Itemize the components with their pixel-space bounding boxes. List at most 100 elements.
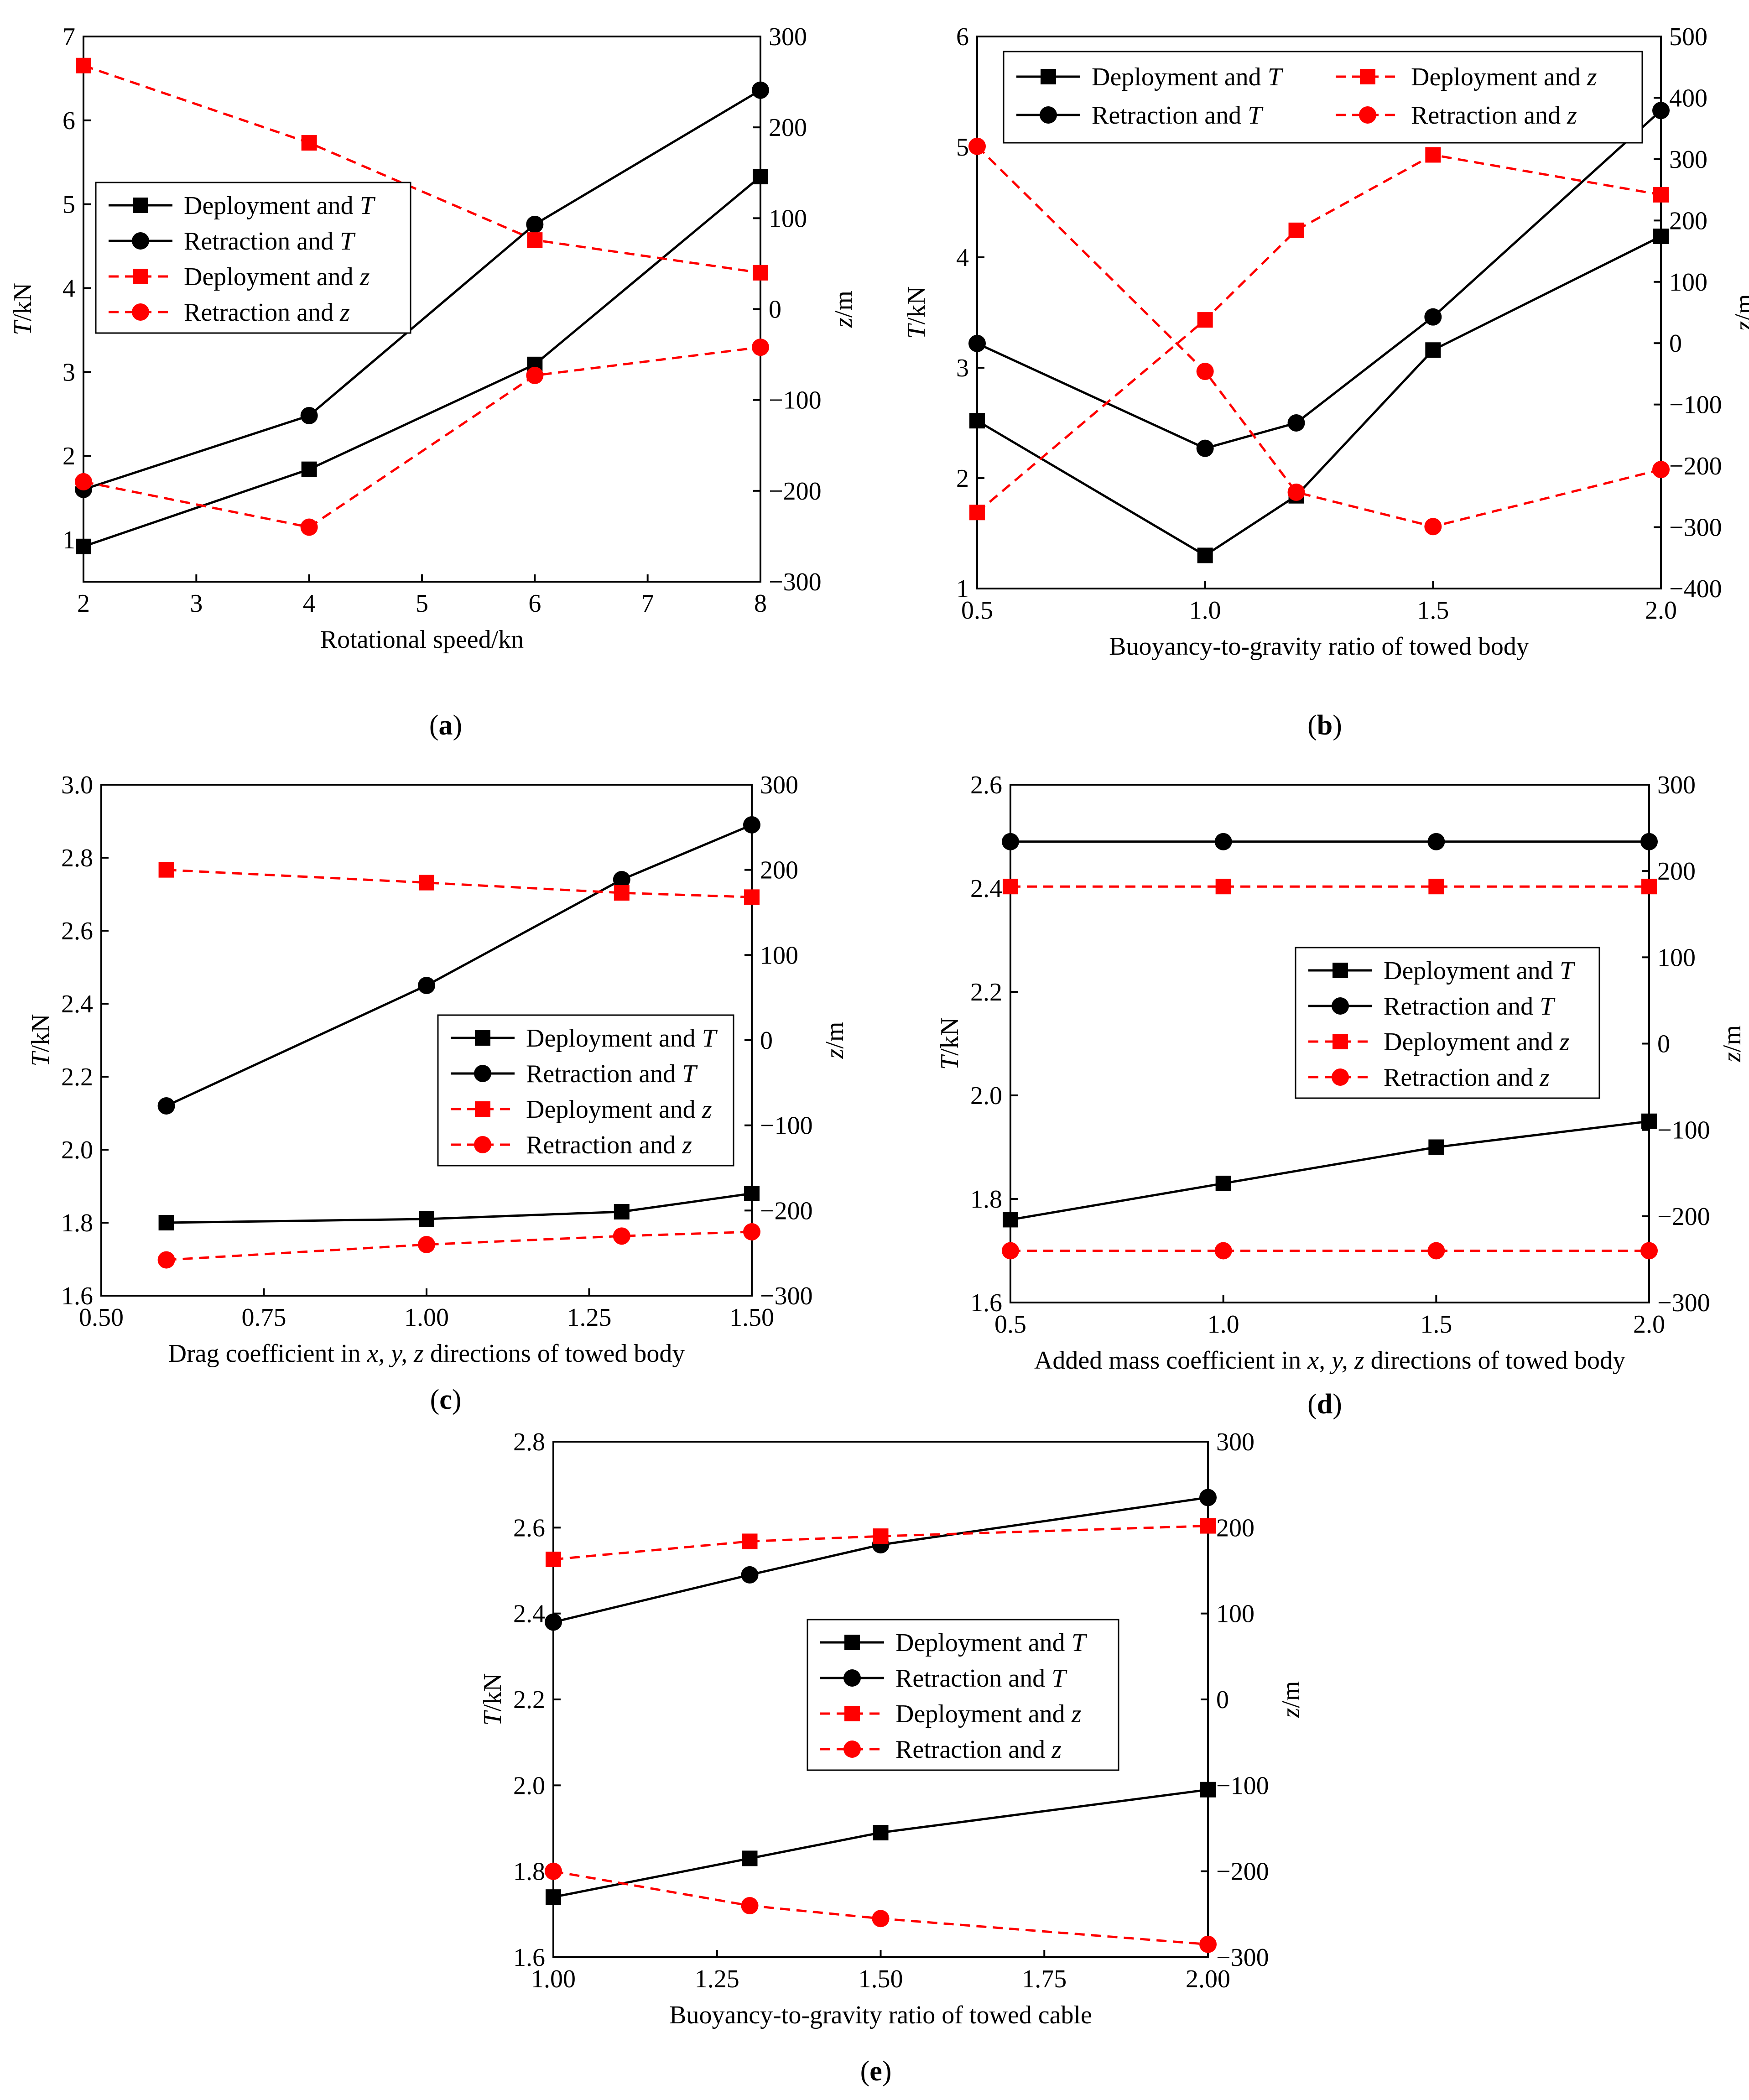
x-axis-label: Rotational speed/kn: [320, 625, 524, 654]
y-left-label-rest: /kN: [479, 1673, 507, 1711]
legend-label: Deployment and T: [895, 1629, 1088, 1657]
x-tick-label: 1.0: [1189, 596, 1221, 625]
y-right-tick-label: 0: [1216, 1686, 1229, 1714]
caption-close: ): [453, 710, 463, 741]
legend-marker-circle: [132, 232, 149, 250]
data-point-square: [158, 862, 174, 878]
legend-marker-square: [133, 269, 148, 284]
legend-label-var: T: [1268, 63, 1284, 91]
legend-marker-circle: [1359, 106, 1376, 124]
x-tick-label: 8: [754, 589, 767, 618]
panel-caption: (b): [1307, 710, 1342, 741]
data-point-circle: [1427, 833, 1445, 850]
data-point-square: [76, 538, 91, 554]
panel-caption: (c): [430, 1384, 462, 1415]
data-point-square: [744, 1186, 760, 1201]
legend-label-var: z: [702, 1095, 712, 1124]
y-right-tick-label: 300: [1669, 146, 1707, 174]
chart-panel-d: 0.5 1.0 1.5 2.0 1.6 1.8 2.0 2.2 2.4 2.6 −300 −200 −1…: [936, 771, 1746, 1420]
y-right-label-rest: /m: [821, 1022, 849, 1049]
series-line-4: [976, 145, 1661, 528]
data-point-square: [753, 169, 768, 185]
y-right-label-italic: z: [1718, 1052, 1746, 1063]
data-point-square: [873, 1528, 889, 1544]
legend-label: Retraction and z: [184, 298, 350, 327]
y-right-tick-label: 400: [1669, 84, 1707, 112]
y-right-label-italic: z: [1277, 1708, 1305, 1718]
data-point-circle: [1196, 439, 1214, 457]
y-right-axis-label: z/m: [821, 1022, 849, 1059]
y-left-tick-label: 2.4: [513, 1600, 545, 1628]
y-left-tick-label: 3.0: [61, 771, 93, 799]
x-tick-label: 1.00: [531, 1965, 576, 1993]
x-axis-label-prefix: Added mass coefficient in: [1034, 1346, 1307, 1375]
data-point-square: [158, 1215, 174, 1230]
legend-marker-circle: [1332, 997, 1349, 1015]
chart-panel-b: 0.5 1.0 1.5 2.0 1 2 3 4 5 6 −400 −300 −200 −100 0 100 20…: [902, 23, 1749, 741]
y-left-label-italic: T: [936, 1054, 964, 1070]
series-line-1: [1010, 1120, 1650, 1221]
y-left-tick-label: 1.6: [513, 1944, 545, 1972]
y-right-axis-label: z/m: [1718, 1025, 1746, 1063]
data-point-square: [301, 135, 317, 151]
legend-label-var: T: [340, 227, 356, 255]
data-point-circle: [1424, 308, 1442, 326]
y-left-tick-label: 1.8: [61, 1209, 93, 1237]
y-left-tick-label: 2.4: [970, 875, 1002, 903]
data-point-circle: [872, 1910, 890, 1928]
data-point-circle: [741, 1566, 759, 1584]
legend-label-text: Retraction and: [1411, 101, 1567, 130]
y-right-axis-label: z/m: [829, 291, 858, 328]
legend-label-var: T: [1248, 101, 1264, 130]
panel-caption: (a): [429, 710, 462, 741]
chart-panel-c: 0.50 0.75 1.00 1.25 1.50 1.6 1.8 2.0 2.2 2.4 2.6 2.…: [26, 771, 849, 1415]
y-right-tick-label: −100: [1657, 1116, 1710, 1145]
y-left-tick-label: 2.4: [61, 990, 93, 1018]
legend-label: Deployment and z: [1411, 63, 1597, 91]
data-point-circle: [1199, 1489, 1217, 1506]
legend-box: [1003, 51, 1643, 144]
x-axis-label: Buoyancy-to-gravity ratio of towed body: [1109, 632, 1529, 661]
y-left-tick-label: 1: [956, 575, 969, 603]
data-point-square: [76, 57, 91, 73]
x-tick-label: 1.50: [859, 1965, 903, 1993]
legend-label-text: Deployment and: [526, 1095, 702, 1124]
caption-open: (: [430, 1384, 440, 1415]
legend-label-text: Deployment and: [895, 1629, 1072, 1657]
legend-label-var: T: [1540, 992, 1556, 1021]
y-right-label-rest: /m: [1718, 1025, 1746, 1052]
legend-label-text: Retraction and: [526, 1060, 682, 1088]
data-point-circle: [613, 871, 630, 888]
legend-marker-circle: [843, 1740, 861, 1758]
series-line-4: [166, 1230, 752, 1261]
legend-label-var: z: [1567, 101, 1577, 130]
data-point-square: [1653, 229, 1669, 245]
data-point-square: [1288, 222, 1304, 238]
caption-letter: a: [439, 710, 453, 741]
data-point-circle: [157, 1097, 175, 1115]
legend-label-var: z: [359, 263, 370, 291]
y-left-label-rest: /kN: [902, 286, 931, 324]
data-point-circle: [741, 1897, 759, 1914]
caption-open: (: [1307, 710, 1317, 741]
legend-label: Deployment and z: [895, 1700, 1082, 1728]
x-tick-label: 1.25: [567, 1303, 612, 1332]
data-point-square: [1428, 1139, 1444, 1155]
data-point-circle: [1287, 483, 1305, 501]
y-right-tick-label: 200: [1216, 1514, 1254, 1542]
x-tick-label: 1.5: [1420, 1310, 1452, 1339]
series-line-1: [83, 176, 761, 548]
y-right-tick-label: −200: [769, 477, 822, 505]
data-point-circle: [157, 1251, 175, 1269]
legend-label-var: T: [682, 1060, 698, 1088]
data-point-square: [614, 885, 630, 901]
x-tick-label: 2: [77, 589, 90, 618]
legend-label: Deployment and T: [184, 192, 376, 220]
data-point-square: [1653, 187, 1669, 203]
legend-label: Retraction and z: [1384, 1063, 1550, 1092]
x-tick-label: 1.75: [1022, 1965, 1067, 1993]
series-line-2: [553, 1496, 1208, 1623]
x-axis-label: Buoyancy-to-gravity ratio of towed cable: [669, 2001, 1092, 2029]
